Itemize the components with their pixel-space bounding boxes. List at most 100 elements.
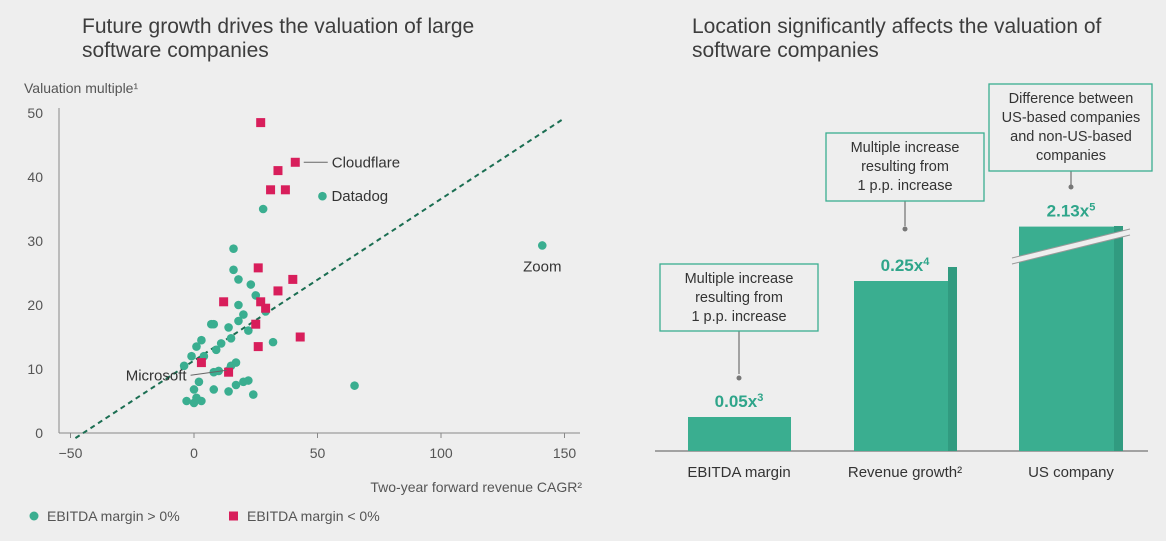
left-title-line-2: software companies	[82, 39, 269, 62]
scatter-point-negative	[261, 303, 271, 313]
scatter-point-positive	[179, 361, 189, 371]
x-axis-label: Two-year forward revenue CAGR²	[370, 479, 582, 495]
scatter-point-positive	[216, 339, 226, 348]
scatter-point-positive	[182, 396, 191, 406]
right-title-line-1: Location significantly affects the valua…	[692, 15, 1102, 38]
scatter-point-positive	[226, 333, 236, 343]
right-title-line-2: software companies	[692, 39, 879, 62]
bar-chart: 0.05x3 Multiple increase resulting from …	[655, 83, 1153, 481]
scatter-point-positive	[234, 275, 243, 284]
scatter-point-positive	[318, 191, 327, 201]
scatter-point-positive	[229, 244, 238, 253]
microsoft-label: Microsoft	[126, 367, 188, 384]
scatter-point-positive	[229, 265, 238, 275]
value-label-ebitda: 0.05x3	[715, 392, 764, 411]
callout-us-line-1: Difference between	[1009, 91, 1134, 107]
x-tick-label: 150	[553, 445, 577, 461]
category-label-us: US company	[1028, 464, 1114, 481]
scatter-point-positive	[248, 390, 258, 399]
value-ebitda-sup: 3	[757, 392, 763, 404]
scatter-point-positive	[197, 396, 206, 406]
scatter-point-negative	[290, 157, 300, 167]
callout-revenue-line-2: resulting from	[861, 159, 949, 175]
axis-break-line-bottom	[1011, 234, 1131, 265]
x-tick-label: 100	[429, 445, 453, 461]
callout-ebitda-line-2: resulting from	[695, 290, 783, 306]
scatter-point-negative	[251, 319, 261, 329]
trend-line	[74, 117, 566, 439]
callout-box-us	[988, 83, 1153, 172]
scatter-point-negative	[219, 297, 229, 307]
left-chart-title: Future growth drives the valuation of la…	[82, 15, 522, 63]
scatter-annotations: Cloudflare Datadog Zoom Microsoft	[126, 154, 562, 384]
scatter-point-positive	[258, 204, 268, 214]
zoom-label: Zoom	[523, 258, 561, 275]
y-tick-label: 50	[27, 105, 43, 121]
category-label-ebitda: EBITDA margin	[687, 464, 790, 481]
value-revenue-sup: 4	[923, 256, 930, 268]
scatter-point-negative	[295, 332, 305, 342]
scatter-point-positive	[231, 380, 241, 390]
scatter-point-positive	[224, 323, 233, 332]
callout-dot-revenue	[902, 226, 908, 232]
value-revenue: 0.25x	[881, 256, 924, 275]
scatter-point-positive	[189, 398, 199, 408]
scatter-point-positive	[224, 387, 233, 396]
scatter-point-positive	[239, 310, 248, 319]
scatter-chart: Valuation multiple¹ 0 10 20 30 40 50 −50 0 50 10…	[24, 80, 582, 524]
legend: EBITDA margin > 0% EBITDA margin < 0%	[29, 508, 380, 524]
datadog-label: Datadog	[331, 188, 388, 205]
callout-box-ebitda	[659, 263, 819, 332]
bar-us-company-shade	[1114, 226, 1123, 451]
callout-us-line-4: companies	[1036, 148, 1106, 164]
callout-dot-ebitda	[736, 375, 742, 381]
x-tick-label: −50	[59, 445, 83, 461]
scatter-point-negative	[256, 118, 266, 128]
bar-us-company	[1019, 226, 1123, 451]
scatter-point-positive	[211, 345, 221, 355]
y-tick-label: 40	[27, 169, 43, 185]
value-label-us: 2.13x5	[1047, 202, 1096, 221]
bar-revenue-growth-shade	[948, 267, 957, 451]
callout-us-line-2: US-based companies	[1002, 110, 1141, 126]
scatter-point-positive	[268, 337, 278, 347]
scatter-point-positive	[244, 326, 253, 335]
scatter-point-positive	[189, 385, 199, 394]
callout-us-line-3: and non-US-based	[1010, 129, 1132, 145]
category-label-revenue: Revenue growth²	[848, 464, 962, 481]
scatter-point-negative	[266, 185, 276, 195]
legend-label-positive: EBITDA margin > 0%	[47, 508, 180, 524]
scatter-point-negative	[288, 274, 298, 284]
value-us-sup: 5	[1089, 202, 1095, 214]
scatter-point-negative	[280, 185, 290, 195]
scatter-point-negative	[196, 358, 206, 368]
value-label-revenue: 0.25x4	[881, 256, 931, 275]
cloudflare-label: Cloudflare	[332, 154, 400, 171]
scatter-point-positive	[197, 335, 206, 345]
scatter-point-positive	[234, 316, 243, 326]
axis-break-line-top	[1011, 228, 1131, 259]
scatter-points	[179, 118, 547, 408]
value-us: 2.13x	[1047, 202, 1090, 221]
left-title-line-1: Future growth drives the valuation of la…	[82, 15, 475, 38]
scatter-point-positive	[209, 385, 219, 394]
callout-revenue-line-1: Multiple increase	[851, 140, 960, 156]
scatter-point-positive	[350, 381, 359, 390]
scatter-point-positive	[234, 300, 243, 310]
bar-ebitda-margin	[688, 417, 791, 451]
y-tick-label: 20	[27, 297, 43, 313]
scatter-point-positive	[187, 351, 196, 361]
scatter-point-negative	[273, 166, 283, 176]
microsoft-leader-line	[190, 369, 227, 376]
right-chart-title: Location significantly affects the valua…	[692, 15, 1142, 63]
callout-ebitda-line-3: 1 p.p. increase	[691, 309, 786, 325]
value-ebitda: 0.05x	[715, 392, 758, 411]
y-ticks: 0 10 20 30 40 50	[27, 105, 43, 441]
y-tick-label: 30	[27, 233, 43, 249]
y-tick-label: 0	[35, 425, 43, 441]
scatter-point-positive	[537, 241, 547, 250]
x-tick-label: 50	[310, 445, 326, 461]
callout-box-revenue	[825, 132, 985, 202]
scatter-point-negative	[253, 342, 263, 352]
axis-break-gap	[1012, 229, 1130, 264]
